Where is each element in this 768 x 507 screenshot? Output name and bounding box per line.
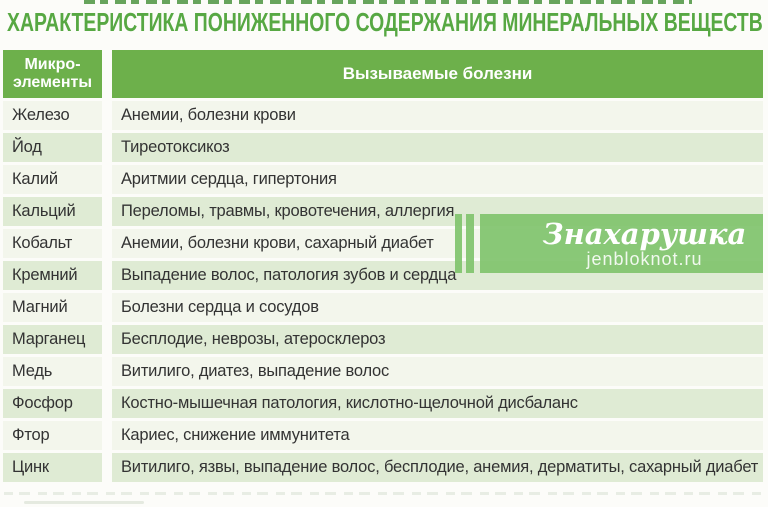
element-cell: Фтор (3, 421, 102, 450)
diseases-cell: Переломы, травмы, кровотечения, аллергия (112, 197, 763, 226)
element-cell: Йод (3, 133, 102, 162)
element-cell: Кальций (3, 197, 102, 226)
element-cell: Марганец (3, 325, 102, 354)
element-cell: Цинк (3, 453, 102, 482)
diseases-cell: Аритмии сердца, гипертония (112, 165, 763, 194)
diseases-cell: Тиреотоксикоз (112, 133, 763, 162)
table-row: Калий Аритмии сердца, гипертония (3, 165, 763, 194)
page-title: ХАРАКТЕРИСТИКА ПОНИЖЕННОГО СОДЕРЖАНИЯ МИ… (7, 7, 763, 37)
diseases-cell: Витилиго, язвы, выпадение волос, бесплод… (112, 453, 763, 482)
element-cell: Фосфор (3, 389, 102, 418)
table-row: Фосфор Костно-мышечная патология, кислот… (3, 389, 763, 418)
element-cell: Кобальт (3, 229, 102, 258)
diseases-cell: Кариес, снижение иммунитета (112, 421, 763, 450)
element-cell: Кремний (3, 261, 102, 290)
watermark-box: Знахарушка jenbloknot.ru (480, 214, 763, 273)
table-row: Фтор Кариес, снижение иммунитета (3, 421, 763, 450)
table-body: Железо Анемии, болезни крови Йод Тиреото… (3, 101, 763, 482)
watermark: Знахарушка jenbloknot.ru (455, 214, 763, 273)
page-title-text: ХАРАКТЕРИСТИКА ПОНИЖЕННОГО СОДЕРЖАНИЯ МИ… (7, 7, 763, 37)
watermark-bar-icon (466, 214, 474, 273)
diseases-cell: Бесплодие, неврозы, атеросклероз (112, 325, 763, 354)
diseases-cell: Анемии, болезни крови (112, 101, 763, 130)
element-cell: Магний (3, 293, 102, 322)
clipped-fragment-smudge (24, 501, 144, 504)
table-row: Кремний Выпадение волос, патология зубов… (3, 261, 763, 290)
element-cell: Железо (3, 101, 102, 130)
table-row: Йод Тиреотоксикоз (3, 133, 763, 162)
diseases-cell: Костно-мышечная патология, кислотно-щело… (112, 389, 763, 418)
clipped-previous-title-fragment (84, 0, 692, 4)
table-row: Кальций Переломы, травмы, кровотечения, … (3, 197, 763, 226)
table-row: Магний Болезни сердца и сосудов (3, 293, 763, 322)
diseases-cell: Болезни сердца и сосудов (112, 293, 763, 322)
table-row: Цинк Витилиго, язвы, выпадение волос, бе… (3, 453, 763, 482)
clipped-next-title-fragment (4, 492, 764, 495)
table-row: Медь Витилиго, диатез, выпадение волос (3, 357, 763, 386)
table-header-row: Микро-элементы Вызываемые болезни (3, 50, 763, 98)
table-row: Железо Анемии, болезни крови (3, 101, 763, 130)
element-cell: Медь (3, 357, 102, 386)
diseases-cell: Витилиго, диатез, выпадение волос (112, 357, 763, 386)
watermark-brand: Знахарушка (542, 216, 747, 251)
watermark-bar-icon (455, 214, 462, 273)
table-header-microelements: Микро-элементы (3, 50, 102, 98)
table-row: Марганец Бесплодие, неврозы, атеросклеро… (3, 325, 763, 354)
table-header-diseases: Вызываемые болезни (112, 50, 763, 98)
element-cell: Калий (3, 165, 102, 194)
watermark-site-url: jenbloknot.ru (586, 248, 703, 269)
